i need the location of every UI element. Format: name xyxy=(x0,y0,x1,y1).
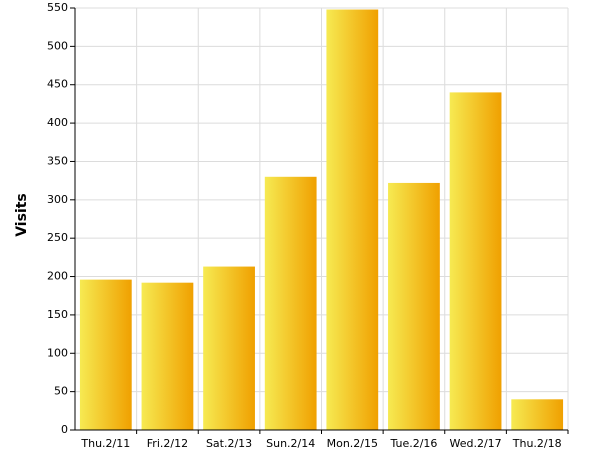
y-tick-label: 0 xyxy=(61,423,68,436)
bar xyxy=(141,282,194,430)
x-tick-label: Mon.2/15 xyxy=(327,437,378,450)
y-tick-label: 100 xyxy=(47,346,68,359)
y-tick-label: 200 xyxy=(47,270,68,283)
y-tick-label: 250 xyxy=(47,231,68,244)
x-tick-label: Sat.2/13 xyxy=(206,437,252,450)
bar xyxy=(511,399,564,430)
x-tick-label: Tue.2/16 xyxy=(389,437,437,450)
y-axis-title: Visits xyxy=(14,193,30,237)
y-tick-label: 350 xyxy=(47,154,68,167)
bar xyxy=(264,176,317,430)
x-tick-label: Thu.2/11 xyxy=(80,437,130,450)
x-tick-label: Fri.2/12 xyxy=(147,437,188,450)
x-tick-label: Wed.2/17 xyxy=(449,437,501,450)
y-tick-label: 400 xyxy=(47,116,68,129)
bar xyxy=(326,9,379,430)
y-tick-label: 450 xyxy=(47,78,68,91)
bar xyxy=(388,182,440,430)
y-tick-label: 500 xyxy=(47,39,68,52)
x-tick-label: Thu.2/18 xyxy=(512,437,562,450)
y-tick-label: 150 xyxy=(47,308,68,321)
y-tick-label: 50 xyxy=(54,385,68,398)
bar xyxy=(203,266,255,430)
y-tick-label: 550 xyxy=(47,1,68,14)
bar xyxy=(449,92,502,431)
x-tick-label: Sun.2/14 xyxy=(266,437,315,450)
bar xyxy=(79,279,132,430)
y-tick-label: 300 xyxy=(47,193,68,206)
